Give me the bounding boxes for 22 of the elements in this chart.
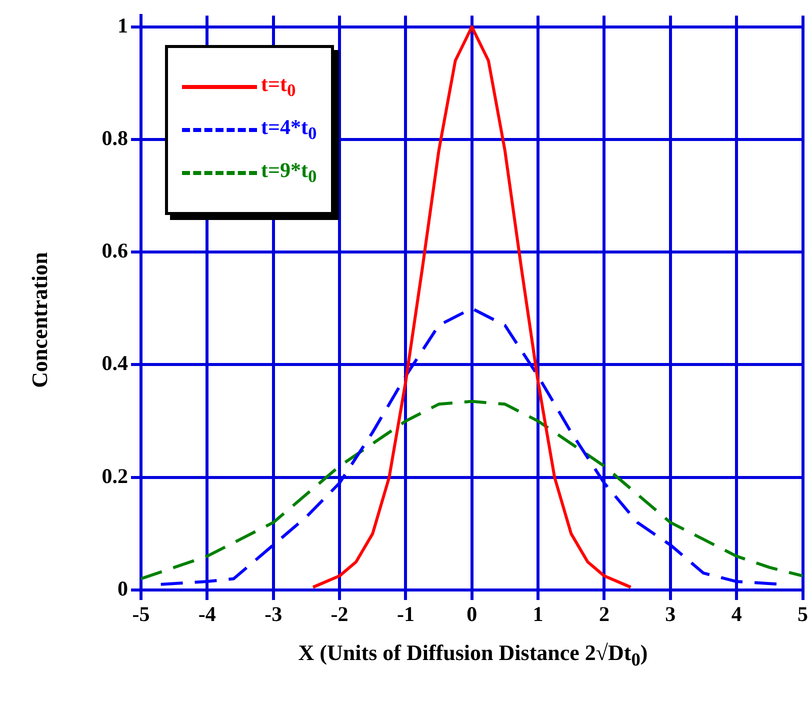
x-tick-label: -1 — [396, 602, 414, 626]
legend-label: t=t$_{0}$ — [261, 72, 296, 102]
legend-label: t=9*t$_{0}$ — [261, 158, 317, 188]
y-tick-label: 0.4 — [102, 351, 128, 376]
x-tick-label: 1 — [532, 602, 544, 626]
x-tick-label: -5 — [132, 602, 150, 626]
x-tick-label: 3 — [665, 602, 676, 626]
y-tick-label: 0.8 — [102, 126, 128, 150]
x-tick-label: 2 — [598, 602, 610, 626]
y-axis-title: Concentration — [27, 252, 53, 388]
x-tick-label: 4 — [731, 602, 742, 626]
x-axis-title: X (Units of Diffusion Distance 2√Dt$_{0}$) — [297, 640, 649, 670]
x-tick-label: -2 — [330, 602, 348, 626]
y-tick-label: 0.2 — [102, 464, 128, 488]
x-tick-label: -4 — [198, 602, 216, 626]
x-tick-label: 0 — [466, 602, 478, 626]
x-tick-label: 5 — [798, 602, 808, 626]
legend-label: t=4*t$_{0}$ — [261, 115, 317, 144]
y-tick-label: 1 — [118, 13, 128, 38]
y-tick-label: 0.6 — [102, 238, 128, 263]
x-tick-label: -3 — [264, 602, 282, 626]
y-tick-label: 0 — [118, 576, 128, 600]
